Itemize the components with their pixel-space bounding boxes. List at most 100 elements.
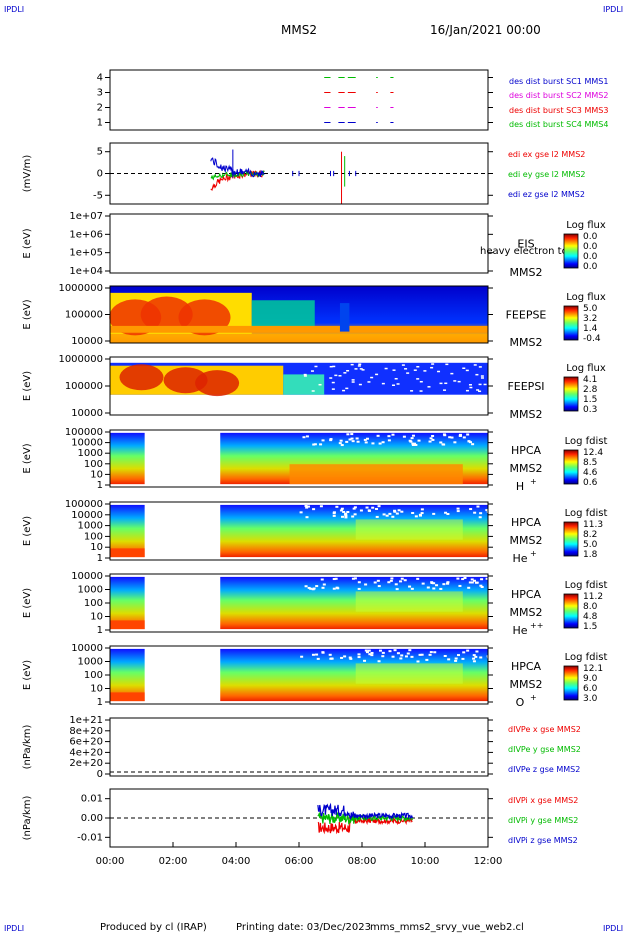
hpca-noise (448, 436, 452, 439)
species-charge: + (530, 549, 537, 558)
y-tick-label: 3 (97, 88, 103, 99)
hpca-noise (410, 587, 414, 590)
hpca-noise (411, 442, 415, 445)
hpca-noise (340, 515, 344, 518)
panel-frame (109, 717, 489, 777)
feepsi-noise (416, 365, 420, 368)
hpca-noise (365, 506, 369, 509)
colorbar-tick-label: 11.2 (583, 592, 603, 602)
hpca-noise (408, 585, 412, 588)
hpca-noise (403, 579, 407, 582)
hpca-noise (472, 654, 476, 657)
hpca-noise (339, 509, 343, 512)
hpca-noise (379, 649, 383, 652)
colorbar (563, 665, 579, 701)
hpca-noise (410, 437, 414, 440)
hpca-noise (363, 438, 367, 441)
hpca-noise (332, 578, 336, 581)
x-tick-label: 06:00 (285, 856, 314, 867)
panel-hpca_o: 10000 1000 100 10 1 E (eV) HPCA MMS2 O + Log fdist… (22, 643, 607, 709)
colorbar-tick-label: 5.0 (583, 304, 598, 314)
hpca-noise (321, 586, 325, 589)
hpca-noise (376, 434, 380, 437)
hpca-noise (447, 658, 451, 661)
hpca-noise (368, 653, 372, 656)
y-tick-label: 100 (84, 459, 103, 470)
hpca-noise (391, 433, 395, 436)
hpca-flux-region (289, 464, 463, 485)
hpca-noise (444, 511, 448, 514)
feepsi-noise (475, 373, 479, 376)
colorbar-tick-label: 8.5 (583, 458, 597, 468)
y-axis-label: (mV/m) (22, 155, 33, 193)
hpca-noise (305, 506, 309, 509)
y-tick-label: 10 (90, 542, 103, 553)
legend-entry: edi ey gse l2 MMS2 (508, 170, 586, 179)
hpca-noise (351, 515, 355, 518)
hpca-noise (458, 434, 462, 437)
hpca-noise (332, 511, 336, 514)
feepsi-noise (345, 387, 349, 390)
hpca-noise (335, 505, 339, 508)
y-tick-label: 10000 (71, 408, 103, 419)
hpca-noise (348, 438, 352, 441)
hpca-noise (454, 657, 458, 660)
hpca-noise (357, 587, 361, 590)
hpca-noise (474, 581, 478, 584)
spacecraft-label: MMS2 (510, 606, 543, 619)
hpca-noise (470, 578, 474, 581)
hpca-noise (353, 506, 357, 509)
hpca-noise (315, 653, 319, 656)
colorbar-tick-label: 4.6 (583, 468, 598, 478)
hpca-noise (471, 443, 475, 446)
colorbar-tick-label: 3.0 (583, 694, 598, 704)
corner-label-br: IPDLI (603, 924, 623, 933)
colorbar-title: Log fdist (565, 508, 608, 519)
hpca-noise (329, 438, 333, 441)
hpca-noise (311, 588, 315, 591)
instrument-label: FEEPSI (507, 380, 544, 393)
y-tick-label: 8e+20 (69, 726, 103, 737)
feepsi-noise (423, 370, 427, 372)
panel-frame (109, 69, 489, 131)
colorbar-tick-label: 9.0 (583, 674, 598, 684)
feepse-hot-blob (140, 296, 193, 333)
y-tick-label: 1e+21 (69, 715, 103, 726)
hpca-noise (402, 435, 406, 438)
hpca-noise (389, 579, 393, 582)
hpca-noise (456, 510, 460, 513)
colorbar-tick-label: 0.0 (583, 252, 598, 262)
hpca-noise (450, 436, 454, 439)
feepsi-noise (331, 381, 335, 384)
hpca-noise (431, 434, 435, 437)
legend-entry: des dist burst SC2 MMS2 (509, 91, 608, 100)
feepsi-noise (410, 390, 414, 392)
hpca-noise (339, 439, 343, 442)
y-tick-label: 100 (84, 531, 103, 542)
hpca-noise (466, 433, 470, 436)
hpca-noise (439, 587, 443, 590)
footer-printing: Printing date: 03/Dec/2023 (236, 922, 371, 933)
y-tick-label: 100 (84, 598, 103, 609)
x-tick-label: 12:00 (474, 856, 503, 867)
feepsi-noise (480, 375, 484, 377)
legend-entry: dIVPi y gse MMS2 (508, 816, 578, 825)
colorbar (563, 305, 579, 341)
y-tick-label: 10000 (71, 510, 103, 521)
x-tick-label: 10:00 (411, 856, 440, 867)
feepsi-noise (453, 380, 457, 382)
hpca-noise (461, 657, 465, 660)
y-tick-label: 1000 (78, 657, 103, 668)
hpca-noise (421, 582, 425, 585)
species-label: He (512, 552, 527, 565)
hpca-flux-region (355, 519, 463, 540)
feepsi-noise (314, 365, 318, 368)
hpca-noise (390, 577, 394, 580)
hpca-noise (375, 515, 379, 518)
overlay-label: heavy electron to (480, 246, 568, 257)
hpca-noise (458, 433, 462, 436)
colorbar-title: Log fdist (565, 436, 608, 447)
